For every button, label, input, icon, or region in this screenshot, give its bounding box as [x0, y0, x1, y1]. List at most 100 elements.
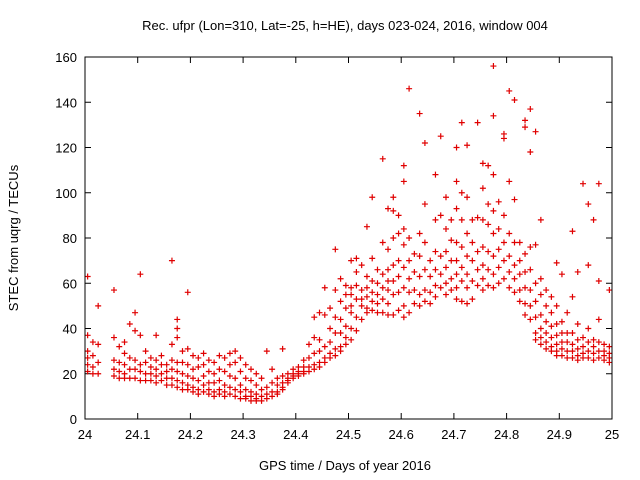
data-point	[179, 379, 186, 386]
data-point	[168, 357, 175, 364]
data-point	[537, 291, 544, 298]
data-point	[179, 386, 186, 393]
data-point	[205, 379, 212, 386]
data-point	[527, 266, 534, 273]
x-tick-label: 24	[78, 427, 92, 442]
data-point	[253, 397, 260, 404]
data-point	[606, 359, 613, 366]
data-point	[458, 216, 465, 223]
data-point	[532, 336, 539, 343]
data-point	[89, 352, 96, 359]
data-point	[147, 354, 154, 361]
data-point	[321, 343, 328, 350]
data-point	[84, 361, 91, 368]
data-point	[601, 341, 608, 348]
data-point	[432, 216, 439, 223]
data-point	[448, 287, 455, 294]
data-point	[427, 273, 434, 280]
data-point	[574, 345, 581, 352]
data-point	[153, 366, 160, 373]
data-point	[195, 377, 202, 384]
data-point	[385, 205, 392, 212]
data-point	[495, 280, 502, 287]
y-tick-label: 20	[63, 367, 77, 382]
data-point	[374, 291, 381, 298]
data-point	[211, 393, 218, 400]
y-axis-label: STEC from uqrg / TECUs	[6, 164, 21, 311]
data-point	[453, 144, 460, 151]
data-point	[311, 334, 318, 341]
data-point	[548, 309, 555, 316]
data-point	[543, 345, 550, 352]
data-point	[469, 277, 476, 284]
data-point	[490, 63, 497, 70]
data-point	[110, 366, 117, 373]
data-point	[174, 325, 181, 332]
data-point	[190, 375, 197, 382]
y-tick-label: 80	[63, 231, 77, 246]
data-point	[137, 368, 144, 375]
data-point	[495, 246, 502, 253]
data-point	[200, 388, 207, 395]
data-point	[179, 359, 186, 366]
data-point	[279, 386, 286, 393]
data-point	[353, 282, 360, 289]
data-point	[464, 300, 471, 307]
data-point	[453, 284, 460, 291]
data-point	[327, 339, 334, 346]
data-point	[527, 106, 534, 113]
data-point	[400, 284, 407, 291]
data-point	[316, 309, 323, 316]
data-point	[390, 207, 397, 214]
data-point	[574, 320, 581, 327]
data-point	[606, 343, 613, 350]
data-point	[258, 375, 265, 382]
data-point	[580, 343, 587, 350]
data-point	[437, 271, 444, 278]
data-point	[390, 311, 397, 318]
data-point	[400, 314, 407, 321]
data-point	[569, 330, 576, 337]
data-point	[137, 271, 144, 278]
data-point	[95, 341, 102, 348]
data-point	[348, 291, 355, 298]
data-point	[168, 366, 175, 373]
data-point	[379, 296, 386, 303]
data-point	[527, 244, 534, 251]
data-point	[158, 370, 165, 377]
data-point	[216, 377, 223, 384]
data-point	[532, 298, 539, 305]
data-point	[548, 348, 555, 355]
data-point	[242, 361, 249, 368]
data-point	[558, 339, 565, 346]
data-point	[132, 366, 139, 373]
data-point	[490, 271, 497, 278]
data-point	[342, 282, 349, 289]
data-point	[390, 277, 397, 284]
data-point	[121, 339, 128, 346]
data-point	[116, 368, 123, 375]
data-point	[374, 309, 381, 316]
data-point	[216, 391, 223, 398]
data-point	[522, 284, 529, 291]
data-point	[147, 370, 154, 377]
data-point	[358, 296, 365, 303]
data-point	[132, 357, 139, 364]
data-point	[590, 357, 597, 364]
data-point	[574, 268, 581, 275]
data-point	[553, 302, 560, 309]
data-point	[432, 293, 439, 300]
data-point	[379, 284, 386, 291]
data-point	[263, 384, 270, 391]
y-tick-label: 0	[70, 412, 77, 427]
data-point	[585, 339, 592, 346]
y-tick-label: 60	[63, 276, 77, 291]
data-point	[174, 334, 181, 341]
data-point	[305, 341, 312, 348]
data-point	[311, 366, 318, 373]
x-tick-label: 24.3	[230, 427, 255, 442]
data-point	[242, 386, 249, 393]
data-point	[274, 382, 281, 389]
data-point	[442, 248, 449, 255]
